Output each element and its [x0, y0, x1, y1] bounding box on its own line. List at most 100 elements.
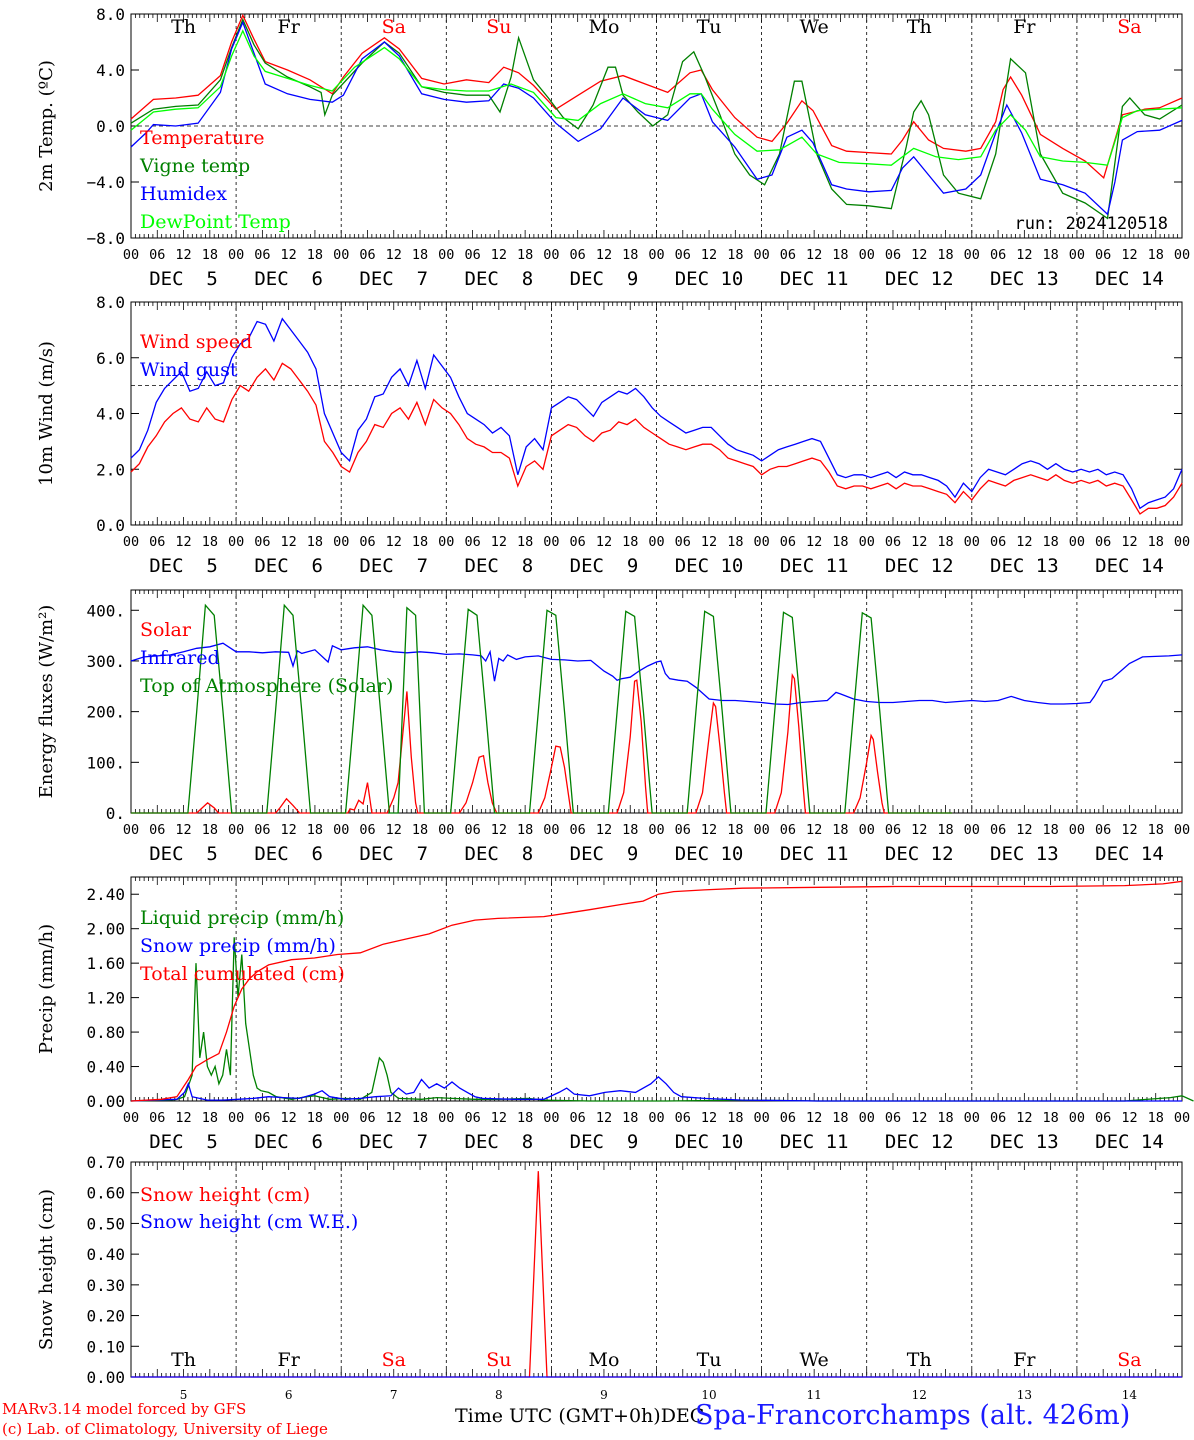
y-tick-label: 0.50	[86, 1214, 125, 1233]
date-label: DEC 12	[885, 843, 954, 865]
hour-label: 06	[675, 247, 691, 263]
hour-label: 00	[753, 247, 769, 263]
panel-snow: 0.00 0.10 0.20 0.30 0.40 0.50 0.60 0.70 Snow hei…	[36, 1153, 1183, 1402]
hour-label: 18	[622, 247, 638, 263]
hour-label: 12	[1121, 1110, 1137, 1126]
hour-label: 06	[1095, 247, 1111, 263]
date-label: DEC 9	[570, 843, 639, 865]
hour-label: 18	[622, 534, 638, 550]
y-tick-label: 200.	[86, 703, 125, 722]
day-name-label: Mo	[588, 16, 619, 38]
date-label: DEC 8	[465, 555, 534, 577]
y-tick-label: 4.0	[96, 61, 125, 80]
hour-label: 06	[254, 247, 270, 263]
day-number-label: 11	[807, 1388, 822, 1402]
hour-label: 12	[1121, 822, 1137, 838]
legend-entry: Humidex	[140, 183, 227, 205]
date-label: DEC 12	[885, 1131, 954, 1153]
hour-label: 00	[123, 1110, 139, 1126]
date-label: DEC 7	[359, 555, 428, 577]
y-tick-label: 1.60	[86, 954, 125, 973]
y-tick-label: 6.0	[96, 349, 125, 368]
series-line-2	[131, 603, 953, 814]
hour-label: 18	[832, 822, 848, 838]
hour-label: 00	[123, 534, 139, 550]
series-line-1	[130, 317, 1183, 510]
hour-label: 00	[543, 534, 559, 550]
date-label: DEC 11	[780, 555, 849, 577]
model-credit: MARv3.14 model forced by GFS	[2, 1400, 247, 1418]
date-label: DEC 8	[465, 1131, 534, 1153]
hour-label: 00	[543, 1110, 559, 1126]
hour-label: 18	[202, 534, 218, 550]
series-line-2	[130, 880, 1183, 1102]
hour-label: 06	[359, 1110, 375, 1126]
date-label: DEC 9	[570, 555, 639, 577]
hour-label: 12	[175, 534, 191, 550]
hour-label: 18	[307, 534, 323, 550]
legend-entry: Snow height (cm W.E.)	[140, 1211, 358, 1233]
hour-label: 06	[885, 1110, 901, 1126]
hour-label: 18	[412, 534, 428, 550]
day-name-label: Tu	[697, 16, 722, 38]
hour-label: 18	[307, 1110, 323, 1126]
legend-entry: Snow height (cm)	[140, 1184, 310, 1206]
legend-entry: Temperature	[140, 127, 264, 149]
hour-label: 18	[832, 247, 848, 263]
hour-label: 12	[911, 534, 927, 550]
day-number-label: 9	[600, 1388, 608, 1402]
hour-label: 12	[701, 247, 717, 263]
date-label: DEC 9	[570, 268, 639, 290]
date-label: DEC 14	[1095, 843, 1164, 865]
hour-label: 06	[570, 1110, 586, 1126]
hour-label: 06	[254, 1110, 270, 1126]
hour-label: 18	[1042, 822, 1058, 838]
date-label: DEC 12	[885, 555, 954, 577]
legend-entry: Wind speed	[140, 331, 252, 353]
y-tick-label: 300.	[86, 652, 125, 671]
date-label: DEC 13	[990, 555, 1059, 577]
series-line-0	[130, 362, 1183, 515]
hour-label: 00	[648, 1110, 664, 1126]
hour-label: 00	[438, 247, 454, 263]
hour-label: 06	[885, 822, 901, 838]
station-label: Spa-Francorchamps (alt. 426m)	[695, 1400, 1131, 1431]
hour-label: 18	[937, 1110, 953, 1126]
hour-label: 00	[859, 534, 875, 550]
y-tick-label: 0.10	[86, 1337, 125, 1356]
hour-label: 00	[1174, 1110, 1190, 1126]
hour-label: 00	[1069, 534, 1085, 550]
y-tick-label: 4.0	[96, 405, 125, 424]
hour-label: 06	[149, 1110, 165, 1126]
date-label: DEC 8	[465, 268, 534, 290]
date-label: DEC 8	[465, 843, 534, 865]
day-name-label: We	[800, 1349, 829, 1371]
legend-entry: Liquid precip (mm/h)	[140, 907, 344, 929]
hour-label: 18	[202, 822, 218, 838]
hour-label: 06	[1095, 534, 1111, 550]
hour-label: 00	[543, 247, 559, 263]
date-label: DEC 7	[359, 843, 428, 865]
day-name-label: Th	[907, 16, 932, 38]
hour-label: 00	[438, 822, 454, 838]
hour-label: 12	[1016, 247, 1032, 263]
y-axis-label: Precip (mm/h)	[36, 924, 57, 1054]
hour-label: 00	[964, 247, 980, 263]
hour-label: 00	[123, 247, 139, 263]
hour-label: 12	[806, 247, 822, 263]
date-label: DEC 6	[254, 268, 323, 290]
hour-label: 12	[281, 822, 297, 838]
y-tick-label: 400.	[86, 601, 125, 620]
hour-label: 00	[1069, 247, 1085, 263]
y-axis-label: 2m Temp. (ºC)	[36, 60, 57, 192]
hour-label: 12	[596, 822, 612, 838]
y-tick-label: 2.00	[86, 920, 125, 939]
hour-label: 18	[727, 1110, 743, 1126]
y-axis-label: Snow height (cm)	[36, 1189, 57, 1350]
date-label: DEC 14	[1095, 268, 1164, 290]
hour-label: 06	[1095, 822, 1111, 838]
y-tick-label: 8.0	[96, 5, 125, 24]
y-tick-label: 0.0	[96, 516, 125, 535]
date-label: DEC 6	[254, 1131, 323, 1153]
